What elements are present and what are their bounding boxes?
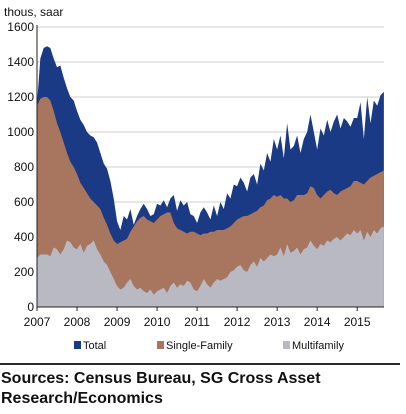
x-tick-2010: 2010 <box>144 315 171 329</box>
y-tick-800: 800 <box>14 160 34 174</box>
y-tick-1200: 1200 <box>7 90 34 104</box>
y-tick-200: 200 <box>14 265 34 279</box>
x-tick-2008: 2008 <box>64 315 91 329</box>
y-tick-1000: 1000 <box>7 125 34 139</box>
x-tick-labels: 2007 2008 2009 2010 2011 2012 2013 2014 2015 <box>24 315 371 329</box>
y-tick-1400: 1400 <box>7 55 34 69</box>
x-tick-2013: 2013 <box>264 315 291 329</box>
legend-swatch-2 <box>283 341 290 349</box>
y-tick-600: 600 <box>14 195 34 209</box>
x-tick-2015: 2015 <box>344 315 371 329</box>
legend: Total Single-Family Multifamily <box>74 340 344 352</box>
legend-label-0: Total <box>83 340 106 352</box>
x-tick-2007: 2007 <box>24 315 51 329</box>
legend-swatch-1 <box>157 341 164 349</box>
legend-swatch-0 <box>74 341 81 349</box>
y-tick-1600: 1600 <box>7 20 34 34</box>
x-tick-2009: 2009 <box>104 315 131 329</box>
housing-starts-chart: thous, saar 0 200 400 600 800 1000 1200 1400 160… <box>4 5 384 352</box>
y-tick-0: 0 <box>27 300 34 314</box>
y-tick-400: 400 <box>14 230 34 244</box>
source-note: Sources: Census Bureau, SG Cross Asset R… <box>1 370 321 407</box>
area-multifamily <box>37 226 384 307</box>
divider-line <box>0 363 400 365</box>
x-tick-2011: 2011 <box>184 315 210 329</box>
axes <box>36 25 384 311</box>
x-tick-2014: 2014 <box>304 315 331 329</box>
legend-label-1: Single-Family <box>166 340 233 352</box>
stacked-areas <box>37 46 384 307</box>
y-tick-labels: 0 200 400 600 800 1000 1200 1400 1600 <box>7 20 34 314</box>
unit-label: thous, saar <box>4 5 63 19</box>
x-tick-2012: 2012 <box>224 315 251 329</box>
legend-label-2: Multifamily <box>292 340 344 352</box>
